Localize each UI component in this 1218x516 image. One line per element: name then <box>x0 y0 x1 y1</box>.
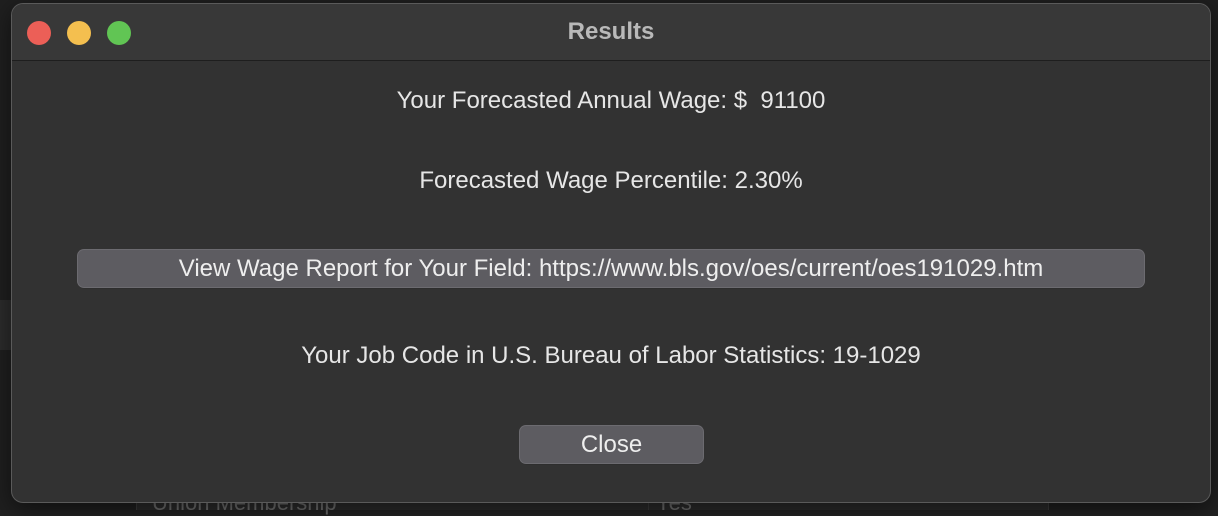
wage-percentile-text: Forecasted Wage Percentile: 2.30% <box>419 167 803 194</box>
close-window-icon[interactable] <box>27 21 51 45</box>
job-code-text: Your Job Code in U.S. Bureau of Labor St… <box>301 342 921 369</box>
window-title: Results <box>567 18 655 45</box>
close-button[interactable]: Close <box>520 426 703 463</box>
forecasted-wage-text: Your Forecasted Annual Wage: $ 91100 <box>396 87 826 114</box>
results-window: Results Your Forecasted Annual Wage: $ 9… <box>12 4 1210 502</box>
title-bar[interactable]: Results <box>12 4 1210 61</box>
view-wage-report-button[interactable]: View Wage Report for Your Field: https:/… <box>78 250 1144 287</box>
background-sidebar-edge <box>0 300 12 350</box>
minimize-window-icon[interactable] <box>67 21 91 45</box>
maximize-window-icon[interactable] <box>107 21 131 45</box>
